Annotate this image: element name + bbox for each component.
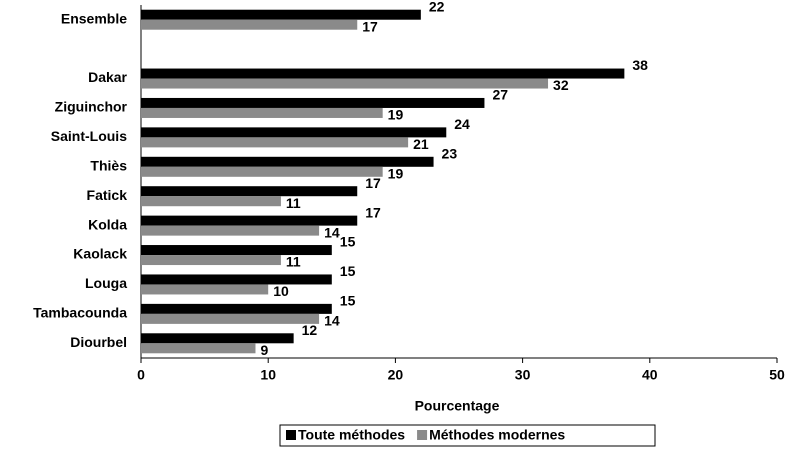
bar: [141, 156, 434, 167]
data-label: 12: [302, 322, 318, 338]
data-label: 22: [429, 0, 445, 14]
bar: [141, 333, 294, 344]
data-label: 19: [388, 107, 404, 123]
legend-label: Toute méthodes: [298, 427, 405, 443]
data-label: 17: [365, 175, 381, 191]
bar: [141, 303, 332, 314]
x-tick-label: 20: [388, 367, 404, 383]
data-label: 14: [324, 313, 340, 329]
bar: [141, 137, 409, 148]
y-tick-label: Kolda: [88, 216, 127, 232]
x-tick-label: 30: [515, 367, 531, 383]
bar: [141, 186, 358, 197]
legend-swatch: [417, 430, 428, 440]
data-label: 24: [454, 116, 470, 132]
data-label: 23: [442, 145, 458, 161]
y-tick-label: Louga: [85, 275, 127, 291]
y-tick-label: Kaolack: [73, 246, 127, 262]
bar: [141, 196, 281, 207]
x-tick-label: 50: [769, 367, 785, 383]
data-label: 15: [340, 234, 356, 250]
legend-box: [279, 424, 656, 447]
bar: [141, 225, 320, 236]
bar: [141, 107, 383, 118]
y-tick-label: Ziguinchor: [55, 99, 128, 115]
bar: [141, 166, 383, 177]
data-label: 17: [365, 204, 381, 220]
x-axis-label: Pourcentage: [415, 398, 500, 414]
data-label: 11: [286, 195, 301, 211]
x-tick-label: 40: [642, 367, 658, 383]
legend-swatch: [286, 430, 296, 440]
x-tick-label: 0: [137, 367, 145, 383]
data-label: 14: [324, 224, 340, 240]
bar: [141, 127, 447, 138]
bar: [141, 97, 485, 108]
y-tick-label: Tambacounda: [33, 305, 127, 321]
y-tick-label: Thiès: [90, 157, 127, 173]
data-label: 9: [260, 342, 268, 358]
bar: [141, 215, 358, 226]
bar: [141, 245, 332, 256]
data-label: 32: [553, 77, 569, 93]
bar: [141, 343, 256, 354]
bar: [141, 19, 358, 30]
bar: [141, 274, 332, 285]
data-label: 38: [632, 57, 648, 73]
data-label: 21: [413, 136, 429, 152]
data-label: 15: [340, 263, 356, 279]
data-label: 15: [340, 293, 356, 309]
y-tick-label: Fatick: [87, 187, 128, 203]
data-label: 27: [492, 87, 508, 103]
x-tick-label: 10: [260, 367, 276, 383]
legend-label: Méthodes modernes: [429, 427, 565, 443]
bar: [141, 68, 625, 79]
y-tick-label: Dakar: [88, 69, 127, 85]
bar: [141, 313, 320, 324]
data-label: 10: [273, 283, 289, 299]
data-label: 11: [286, 254, 301, 270]
data-label: 19: [388, 165, 404, 181]
data-label: 17: [362, 18, 378, 34]
y-tick-label: Diourbel: [70, 334, 127, 350]
bar: [141, 284, 269, 295]
bar: [141, 78, 549, 89]
bar: [141, 255, 281, 266]
y-tick-label: Saint-Louis: [51, 128, 127, 144]
bar: [141, 9, 421, 20]
y-tick-label: Ensemble: [61, 10, 127, 26]
